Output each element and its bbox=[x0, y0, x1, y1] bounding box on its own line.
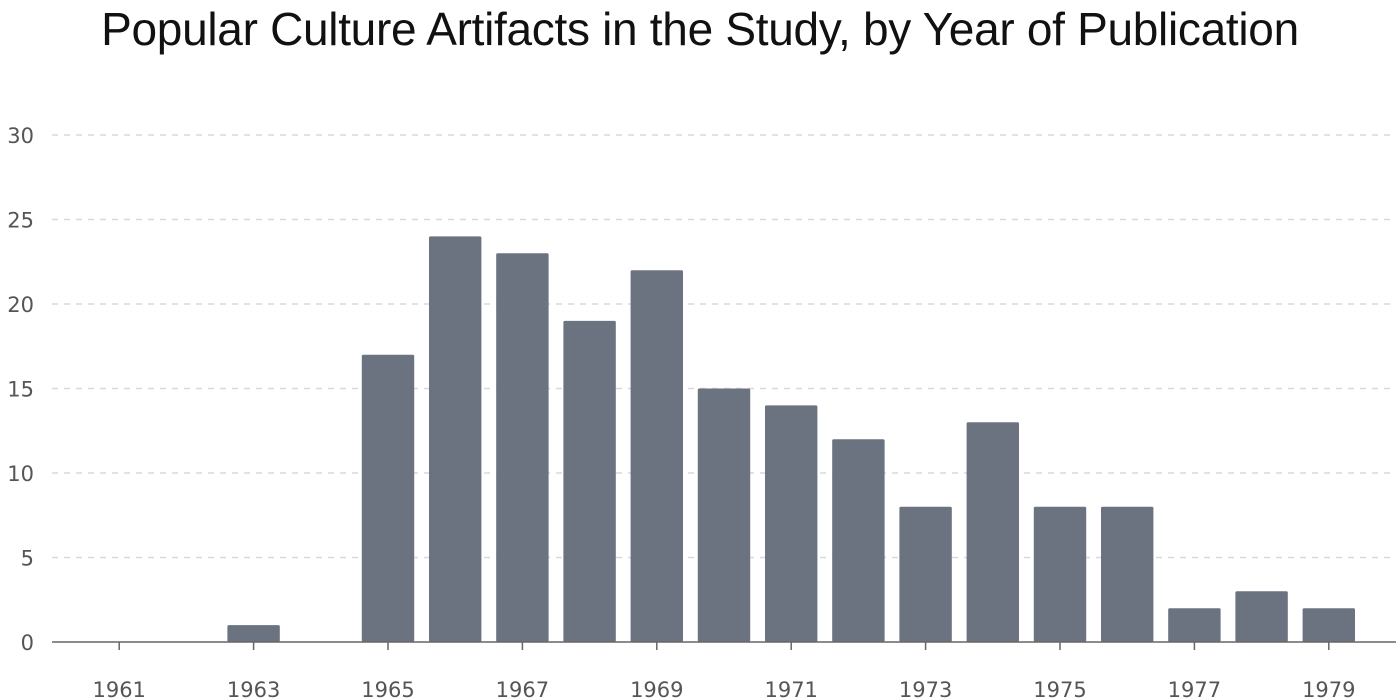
y-tick-label: 5 bbox=[21, 547, 34, 571]
x-tick-label: 1975 bbox=[1033, 678, 1086, 700]
x-tick-label: 1971 bbox=[764, 678, 817, 700]
bar-1975 bbox=[1033, 506, 1087, 642]
bar-1965 bbox=[361, 354, 415, 642]
bars bbox=[227, 236, 1356, 643]
x-tick-label: 1967 bbox=[496, 678, 549, 700]
x-tick-label: 1965 bbox=[361, 678, 414, 700]
bar-1979 bbox=[1302, 608, 1356, 642]
bar-1970 bbox=[697, 388, 751, 642]
y-tick-label: 0 bbox=[21, 631, 34, 655]
y-tick-label: 20 bbox=[7, 293, 34, 317]
bar-1963 bbox=[227, 625, 280, 642]
chart-title: Popular Culture Artifacts in the Study, … bbox=[101, 3, 1299, 55]
bar-1971 bbox=[764, 405, 818, 642]
x-tick-label: 1973 bbox=[899, 678, 952, 700]
x-tick-label: 1961 bbox=[92, 678, 145, 700]
y-tick-label: 25 bbox=[7, 209, 34, 233]
bar-1966 bbox=[428, 236, 482, 642]
y-axis-tick-labels: 0 5 10 15 20 25 30 bbox=[7, 124, 34, 655]
x-tick-label: 1979 bbox=[1302, 678, 1355, 700]
bar-1973 bbox=[899, 506, 952, 642]
y-tick-label: 15 bbox=[7, 378, 34, 402]
bar-1976 bbox=[1100, 506, 1154, 642]
bar-1972 bbox=[832, 439, 885, 642]
x-tick-label: 1963 bbox=[227, 678, 280, 700]
x-axis-ticks: 1961 1963 1965 1967 1969 1971 1973 1975 1977 1979 bbox=[92, 642, 1356, 700]
bar-1969 bbox=[630, 270, 684, 642]
y-tick-label: 30 bbox=[7, 124, 34, 148]
bar-1978 bbox=[1235, 591, 1288, 642]
x-tick-label: 1977 bbox=[1168, 678, 1221, 700]
bar-1968 bbox=[563, 320, 616, 642]
bar-1977 bbox=[1168, 608, 1221, 642]
bar-1974 bbox=[966, 422, 1020, 642]
bar-1967 bbox=[496, 253, 549, 643]
x-tick-label: 1969 bbox=[630, 678, 683, 700]
y-tick-label: 10 bbox=[7, 462, 34, 486]
